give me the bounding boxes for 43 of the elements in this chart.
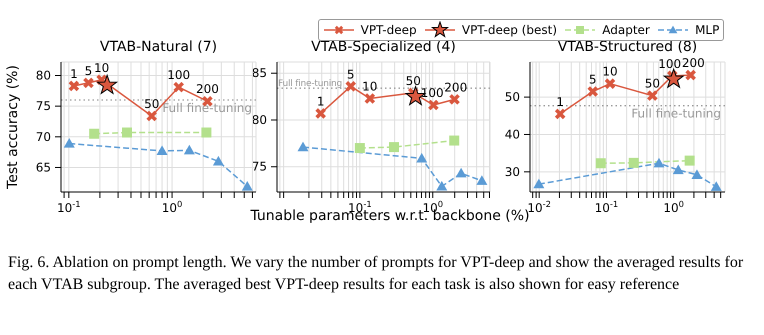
chart-title: VTAB-Natural (7) [98, 39, 218, 55]
x-tick-label: 10$^{-2}$ [527, 199, 552, 215]
annotation: 5 [84, 64, 92, 78]
annotation: 1 [316, 94, 324, 108]
y-tick-label: 50 [504, 90, 520, 104]
x-tick-label: 10$^{0}$ [162, 199, 182, 215]
y-tick-label: 65 [36, 160, 51, 174]
annotation: 200 [444, 80, 468, 94]
annotation: 10 [362, 79, 378, 94]
caption: Fig. 6. Ablation on prompt length. We vary the number of prompts for VPT-deep and show the averaged results for each VTAB subgroup. The averaged best VPT-deep results for each task is also shown for easy reference [8, 253, 744, 295]
annotation: 5 [588, 72, 597, 87]
legend-label: Adapter [602, 23, 650, 37]
x-tick-label: 10$^{-1}$ [57, 199, 81, 215]
y-tick-label: 40 [504, 127, 520, 142]
chart-title: VTAB-Specialized (4) [310, 39, 457, 55]
annotation: 10 [94, 60, 110, 75]
chart-title: VTAB-Structured (8) [556, 39, 698, 55]
x-tick-label: 10$^{0}$ [663, 199, 684, 215]
x-tick-label: 10$^{-1}$ [594, 199, 618, 215]
ref-line-label: Full fine-tuning [631, 106, 721, 121]
legend-label: MLP [695, 23, 720, 37]
legend-label: VPT-deep [360, 23, 417, 37]
annotation: 100 [658, 56, 682, 71]
annotation: 1 [70, 66, 78, 81]
y-tick-label: 75 [252, 160, 267, 174]
y-tick-label: 75 [36, 99, 51, 114]
annotation: 50 [644, 76, 660, 91]
y-axis-title: Test accuracy (%) [5, 65, 21, 190]
annotation: 100 [167, 68, 190, 82]
annotation: 200 [682, 56, 705, 70]
annotation: 100 [420, 86, 444, 100]
y-tick-label: 30 [504, 164, 520, 179]
ref-line-label: Full fine-tuning [278, 79, 342, 90]
annotation: 50 [406, 74, 421, 88]
y-tick-label: 80 [36, 68, 51, 82]
annotation: 1 [556, 94, 564, 109]
annotation: 5 [346, 67, 355, 82]
legend-label: VPT-deep (best) [462, 23, 557, 37]
annotation: 10 [602, 64, 618, 79]
annotation: 200 [196, 82, 219, 96]
annotation: 50 [144, 96, 160, 111]
y-tick-label: 70 [36, 130, 51, 144]
ref-line-label: Full fine-tuning [162, 101, 252, 116]
